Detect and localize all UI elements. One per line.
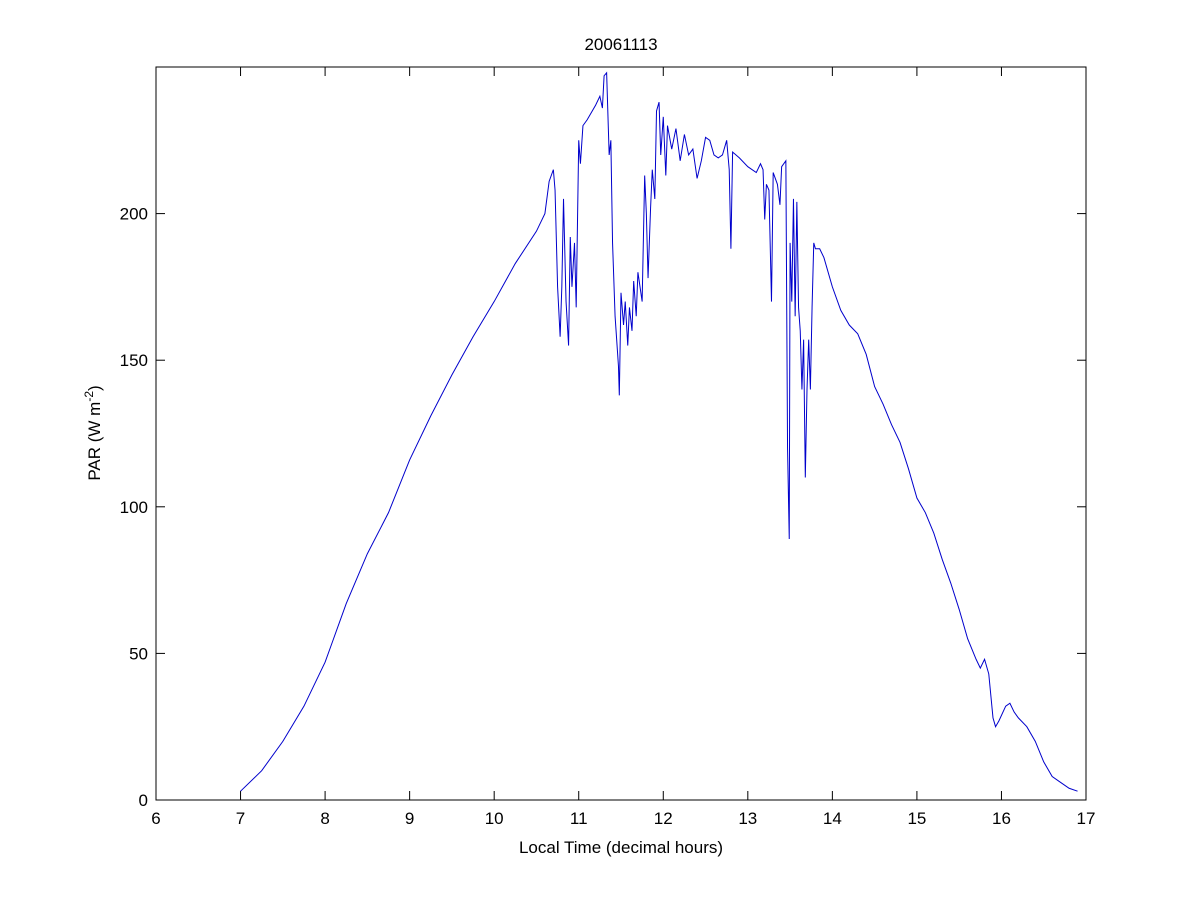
plot-frame bbox=[155, 66, 1087, 801]
y-axis-label: PAR (W m-2) bbox=[82, 385, 104, 480]
x-tick-label: 6 bbox=[151, 809, 160, 828]
y-axis-label-sup: -2 bbox=[82, 391, 96, 402]
data-line bbox=[240, 71, 1078, 792]
x-tick-label: 11 bbox=[570, 809, 588, 828]
x-tick-label: 14 bbox=[823, 809, 842, 828]
x-tick-label: 10 bbox=[485, 809, 504, 828]
x-tick-label: 17 bbox=[1077, 809, 1096, 828]
x-tick-label: 15 bbox=[907, 809, 926, 828]
x-tick-label: 12 bbox=[654, 809, 673, 828]
x-tick-label: 8 bbox=[320, 809, 329, 828]
y-tick-label: 0 bbox=[139, 791, 148, 810]
y-tick-label: 150 bbox=[120, 351, 148, 370]
x-tick-label: 16 bbox=[992, 809, 1011, 828]
x-tick-label: 9 bbox=[405, 809, 414, 828]
x-tick-label: 13 bbox=[738, 809, 757, 828]
y-tick-label: 50 bbox=[129, 644, 148, 663]
chart-title: 20061113 bbox=[584, 35, 657, 54]
y-axis-label-end: ) bbox=[85, 385, 104, 391]
y-tick-label: 200 bbox=[120, 205, 148, 224]
y-tick-label: 100 bbox=[120, 498, 148, 517]
x-axis-label: Local Time (decimal hours) bbox=[519, 838, 723, 857]
x-tick-label: 7 bbox=[236, 809, 245, 828]
y-axis-label-text: PAR (W m bbox=[85, 402, 104, 481]
